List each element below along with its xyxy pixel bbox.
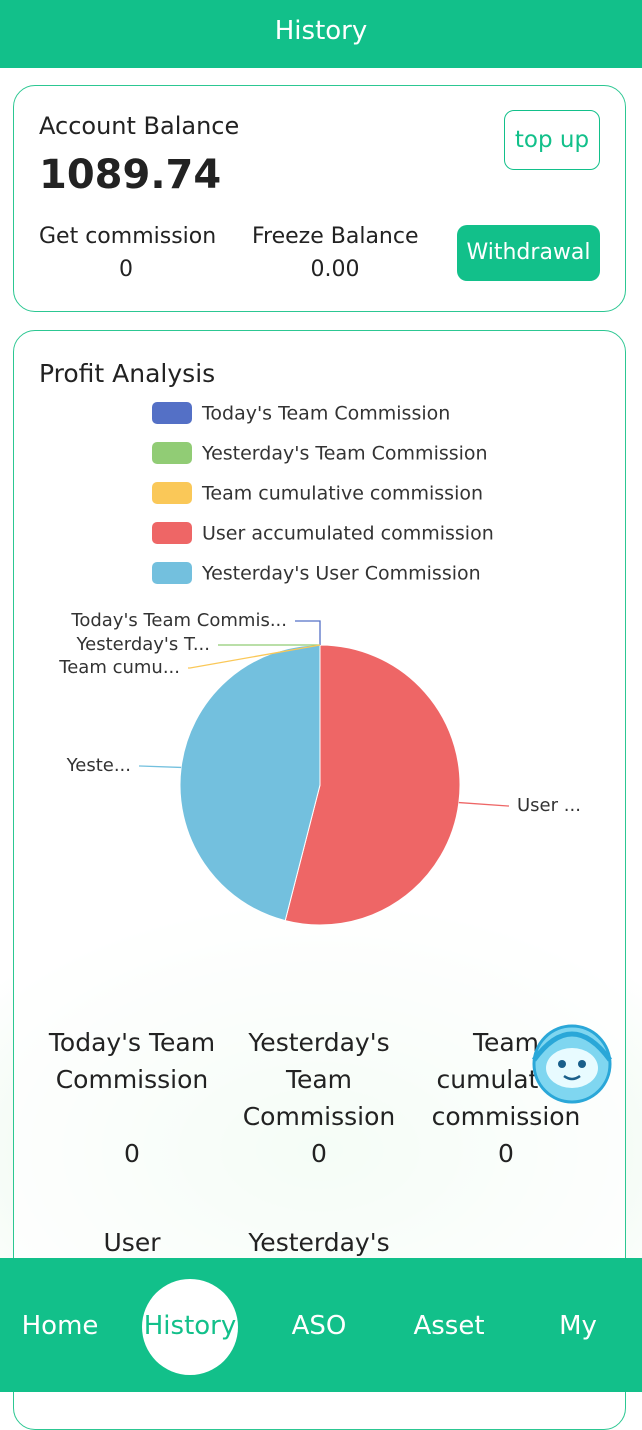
profit-title: Profit Analysis — [39, 359, 216, 388]
freeze-balance-label: Freeze Balance — [252, 224, 419, 249]
legend-label: Yesterday's Team Commission — [201, 443, 488, 465]
nav-item[interactable]: ASO — [291, 1311, 347, 1341]
pie-leader — [188, 644, 321, 669]
legend-swatch — [152, 562, 192, 584]
legend-swatch — [152, 402, 192, 424]
pie-label: Team cumu... — [58, 657, 180, 678]
get-commission-value: 0 — [119, 257, 133, 282]
pie-label: User ... — [517, 795, 581, 816]
top-up-button[interactable]: top up — [504, 110, 600, 170]
pie-leader — [458, 801, 509, 807]
pie-label: Yesterday's T... — [76, 634, 210, 655]
account-title: Account Balance — [39, 112, 240, 140]
bottom-nav — [0, 1258, 642, 1392]
header-title: History — [0, 0, 642, 68]
freeze-balance-value: 0.00 — [310, 257, 360, 282]
stat-label: Today's Team Commission — [48, 1028, 216, 1094]
pie-leader — [139, 765, 182, 769]
account-balance: 1089.74 — [39, 152, 222, 198]
stat-value: 0 — [311, 1139, 327, 1168]
legend-swatch — [152, 482, 192, 504]
assistant-icon[interactable] — [520, 1012, 628, 1112]
nav-item[interactable]: My — [559, 1311, 597, 1341]
nav-item[interactable]: Asset — [413, 1311, 485, 1341]
legend-label: Yesterday's User Commission — [201, 563, 481, 585]
legend-swatch — [152, 442, 192, 464]
pie-chart: Today's Team Commission Yesterday's Team … — [58, 402, 581, 926]
get-commission-label: Get commission — [39, 224, 217, 249]
legend-swatch — [152, 522, 192, 544]
pie-slice — [284, 644, 461, 926]
pie-label: Today's Team Commis... — [70, 610, 287, 631]
nav-item[interactable]: History — [143, 1311, 237, 1341]
nav-item[interactable]: Home — [21, 1311, 99, 1341]
pie-leader — [295, 620, 321, 645]
stat-value: 0 — [498, 1139, 514, 1168]
legend-label: Team cumulative commission — [201, 483, 483, 505]
nav-active-bubble — [142, 1279, 238, 1375]
pie-label: Yeste... — [66, 755, 131, 776]
legend-label: User accumulated commission — [202, 523, 494, 545]
stat-value: 0 — [124, 1139, 140, 1168]
withdrawal-button[interactable]: Withdrawal — [457, 225, 600, 281]
legend-label: Today's Team Commission — [201, 403, 450, 425]
stat-label: Yesterday's Team Commission — [242, 1028, 396, 1131]
